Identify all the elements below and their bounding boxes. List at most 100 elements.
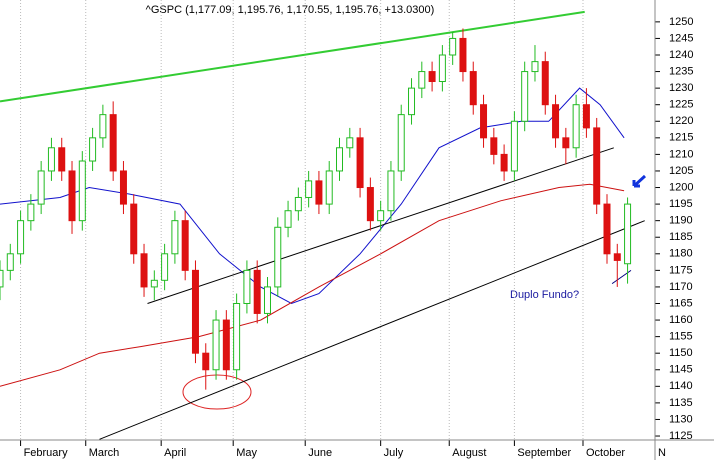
x-tick-label: N [658, 447, 666, 459]
candle-body [27, 203, 35, 222]
candle-body [0, 269, 4, 288]
circle-marker [182, 374, 252, 410]
chart-title: ^GSPC (1,177.09, 1,195.76, 1,170.55, 1,1… [146, 4, 435, 16]
x-tick-label: March [89, 447, 120, 459]
candle-body [68, 170, 76, 222]
candle-body [418, 71, 426, 89]
candle-body [58, 147, 66, 172]
y-tick-label: 1150 [669, 347, 693, 359]
y-tick-label: 1225 [669, 99, 693, 111]
candle-body [387, 170, 395, 212]
candle-body [438, 54, 446, 83]
candle-body [161, 253, 169, 281]
candle-body [78, 160, 86, 222]
candle-body [325, 170, 333, 205]
y-tick-label: 1125 [669, 430, 693, 442]
candle-body [521, 71, 529, 122]
y-tick-label: 1160 [669, 314, 693, 326]
candle-body [428, 71, 436, 83]
y-tick-label: 1205 [669, 165, 693, 177]
candle-body [366, 187, 374, 222]
y-tick-label: 1180 [669, 248, 693, 260]
candle-body [130, 203, 138, 255]
candle-body [294, 196, 302, 212]
arrow [632, 174, 647, 188]
candle-body [346, 137, 354, 149]
candle-body [480, 104, 488, 139]
candle-body [582, 104, 590, 129]
candle-body [593, 127, 601, 205]
x-tick-label: July [384, 447, 404, 459]
y-tick-label: 1235 [669, 65, 693, 77]
candle-body [17, 220, 25, 255]
candle-body [356, 137, 364, 189]
x-tick-label: May [236, 447, 257, 459]
y-tick-label: 1195 [669, 198, 693, 210]
y-tick-label: 1220 [669, 115, 693, 127]
candle-body [89, 137, 97, 162]
y-tick-label: 1215 [669, 132, 693, 144]
candle-body [552, 104, 560, 139]
y-tick-label: 1165 [669, 297, 693, 309]
candle-body [531, 61, 539, 73]
candle-body [150, 279, 158, 288]
y-tick-label: 1170 [669, 281, 693, 293]
y-tick-label: 1245 [669, 32, 693, 44]
y-tick-label: 1135 [669, 397, 693, 409]
candle-body [469, 71, 477, 106]
y-tick-label: 1175 [669, 264, 693, 276]
x-tick-label: October [586, 447, 625, 459]
candle-body [263, 286, 271, 314]
candle-body [6, 253, 14, 271]
candle-body [613, 253, 621, 261]
moving-average [0, 183, 625, 387]
x-tick-label: April [164, 447, 186, 459]
candle-body [408, 87, 416, 116]
candle-body [500, 153, 508, 172]
candle-body [284, 210, 292, 228]
candle-body [191, 269, 199, 354]
candle-body [233, 302, 241, 371]
y-tick-label: 1140 [669, 380, 693, 392]
candle-body [459, 37, 467, 73]
candle-body [202, 352, 210, 371]
y-tick-label: 1200 [669, 181, 693, 193]
candle-body [212, 319, 220, 371]
candle-body [397, 114, 405, 172]
y-tick-label: 1190 [669, 215, 693, 227]
candle-body [603, 203, 611, 255]
trend-line [99, 220, 645, 440]
y-tick-label: 1210 [669, 148, 693, 160]
candle-body [109, 114, 117, 172]
candle-body [562, 137, 570, 149]
candle-body [510, 120, 518, 172]
candle-body [171, 220, 179, 255]
candle-body [222, 319, 230, 371]
candle-body [140, 253, 148, 288]
candle-body [336, 147, 344, 172]
candle-body [37, 170, 45, 205]
candle-body [377, 210, 385, 222]
candle-body [119, 170, 127, 205]
candle-body [541, 61, 549, 106]
y-tick-label: 1250 [669, 16, 693, 28]
candle-body [305, 180, 313, 198]
x-tick-label: August [452, 447, 486, 459]
candle-body [99, 114, 107, 139]
candle-body [572, 104, 580, 149]
y-tick-label: 1130 [669, 413, 693, 425]
y-tick-label: 1185 [669, 231, 693, 243]
candle-body [449, 37, 457, 56]
y-tick-label: 1230 [669, 82, 693, 94]
candle-body [274, 226, 282, 288]
y-tick-label: 1240 [669, 49, 693, 61]
trend-line [0, 10, 585, 103]
candle-body [181, 220, 189, 271]
x-tick-label: September [517, 447, 571, 459]
x-tick-label: June [308, 447, 332, 459]
candle-body [253, 269, 261, 314]
y-tick-label: 1155 [669, 331, 693, 343]
candle-body [47, 147, 55, 172]
